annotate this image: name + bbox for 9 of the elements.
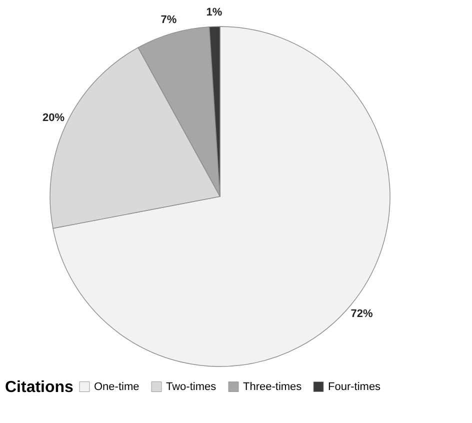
data-label: 72% [350, 308, 373, 320]
data-label: 7% [160, 14, 177, 26]
data-label: 20% [42, 112, 65, 124]
legend-title: Citations [5, 379, 74, 396]
legend-label: Two-times [166, 380, 217, 393]
legend-label: Four-times [328, 380, 382, 393]
data-label: 1% [206, 6, 222, 19]
legend-label: One-time [94, 380, 140, 393]
legend-label: Three-times [243, 380, 302, 393]
